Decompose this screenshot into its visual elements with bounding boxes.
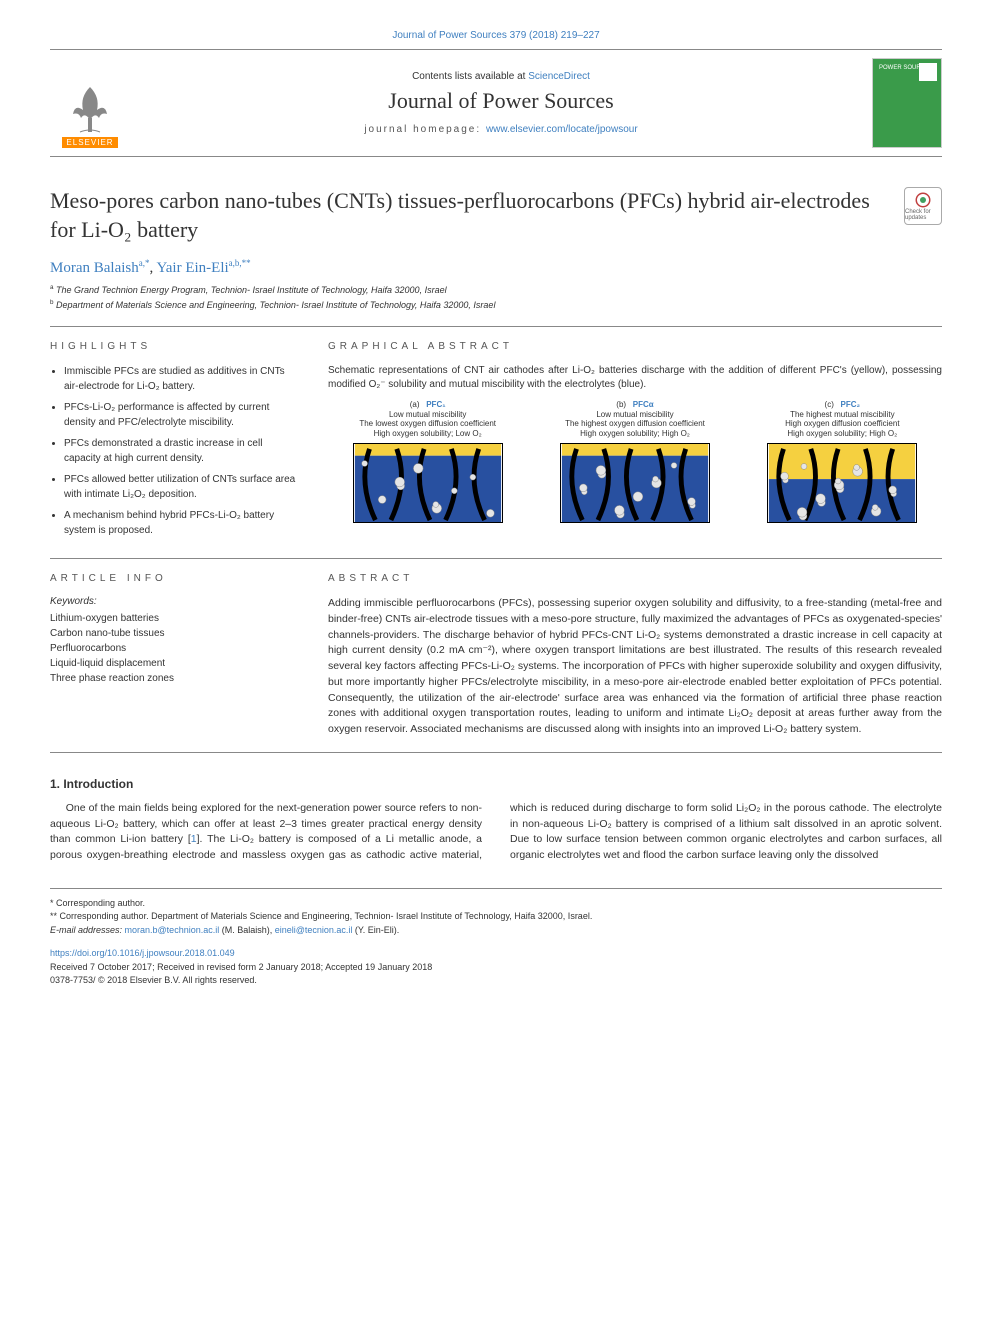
keyword-item: Three phase reaction zones (50, 671, 300, 686)
keyword-item: Perfluorocarbons (50, 641, 300, 656)
email-2-name: (Y. Ein-Eli). (352, 925, 399, 935)
highlight-item: PFCs demonstrated a drastic increase in … (64, 436, 300, 466)
updates-icon (914, 191, 932, 209)
journal-cover-thumb: POWER SOURCES (872, 58, 942, 148)
author-1-name: Moran Balaish (50, 260, 139, 276)
abstract-text: Adding immiscible perfluorocarbons (PFCs… (328, 596, 942, 738)
footer-meta: https://doi.org/10.1016/j.jpowsour.2018.… (50, 947, 942, 988)
ga-panel: (a) PFC₁Low mutual miscibilityThe lowest… (328, 400, 527, 522)
elsevier-tree-icon (65, 82, 115, 137)
email-2-link[interactable]: eineli@tecnion.ac.il (275, 925, 353, 935)
highlight-item: Immiscible PFCs are studied as additives… (64, 364, 300, 394)
article-info-block: ARTICLE INFO Keywords: Lithium-oxygen ba… (50, 573, 300, 738)
article-title: Meso-pores carbon nano-tubes (CNTs) tiss… (50, 187, 892, 244)
author-link-2[interactable]: Yair Ein-Eli (156, 260, 228, 276)
highlight-item: PFCs-Li-O₂ performance is affected by cu… (64, 400, 300, 430)
ga-caption: Schematic representations of CNT air cat… (328, 364, 942, 392)
homepage-link[interactable]: www.elsevier.com/locate/jpowsour (486, 124, 638, 135)
author-1-marks: a,* (139, 258, 150, 268)
updates-badge-label: Check for updates (905, 209, 941, 221)
graphical-abstract-block: GRAPHICAL ABSTRACT Schematic representat… (328, 341, 942, 544)
highlight-item: PFCs allowed better utilization of CNTs … (64, 472, 300, 502)
footnotes: * Corresponding author. ** Corresponding… (50, 888, 942, 938)
ga-panel-header: (a) PFC₁Low mutual miscibilityThe lowest… (359, 400, 496, 438)
email-1-name: (M. Balaish), (219, 925, 275, 935)
keyword-item: Lithium-oxygen batteries (50, 611, 300, 626)
homepage-line: journal homepage: www.elsevier.com/locat… (140, 124, 862, 135)
abstract-block: ABSTRACT Adding immiscible perfluorocarb… (328, 573, 942, 738)
highlights-heading: HIGHLIGHTS (50, 341, 300, 352)
ga-panel-diagram (353, 443, 503, 523)
keywords-list: Lithium-oxygen batteriesCarbon nano-tube… (50, 611, 300, 686)
contents-prefix: Contents lists available at (412, 71, 528, 82)
copyright-line: 0378-7753/ © 2018 Elsevier B.V. All righ… (50, 974, 942, 988)
ga-panel: (c) PFC₂The highest mutual miscibilityHi… (743, 400, 942, 522)
sciencedirect-link[interactable]: ScienceDirect (528, 71, 590, 82)
homepage-prefix: journal homepage: (364, 124, 486, 135)
ga-heading: GRAPHICAL ABSTRACT (328, 341, 942, 352)
author-2-marks: a,b,** (229, 258, 251, 268)
email-1-link[interactable]: moran.b@technion.ac.il (125, 925, 220, 935)
section-heading-intro: 1. Introduction (50, 777, 942, 791)
citation-link[interactable]: Journal of Power Sources 379 (2018) 219–… (392, 30, 599, 41)
elsevier-wordmark: ELSEVIER (62, 137, 117, 148)
check-updates-badge[interactable]: Check for updates (904, 187, 942, 225)
divider (50, 752, 942, 753)
keyword-item: Carbon nano-tube tissues (50, 626, 300, 641)
elsevier-logo: ELSEVIER (50, 58, 130, 148)
corr-2: ** Corresponding author. Department of M… (50, 910, 942, 924)
highlights-list: Immiscible PFCs are studied as additives… (50, 364, 300, 538)
authors-line: Moran Balaisha,*, Yair Ein-Elia,b,** (50, 258, 942, 277)
ga-panel: (b) PFCαLow mutual miscibilityThe highes… (535, 400, 734, 522)
intro-body: One of the main fields being explored fo… (50, 801, 942, 864)
affiliation-line: a The Grand Technion Energy Program, Tec… (50, 283, 942, 298)
corr-1: * Corresponding author. (50, 897, 942, 911)
keywords-label: Keywords: (50, 596, 300, 607)
citation-header: Journal of Power Sources 379 (2018) 219–… (50, 30, 942, 41)
journal-header: ELSEVIER Contents lists available at Sci… (50, 49, 942, 157)
contents-line: Contents lists available at ScienceDirec… (140, 71, 862, 82)
ga-panel-diagram (560, 443, 710, 523)
ga-panel-header: (b) PFCαLow mutual miscibilityThe highes… (565, 400, 705, 438)
author-2-name: Yair Ein-Eli (156, 260, 228, 276)
affiliations: a The Grand Technion Energy Program, Tec… (50, 283, 942, 312)
email-label: E-mail addresses: (50, 925, 125, 935)
article-info-heading: ARTICLE INFO (50, 573, 300, 584)
cover-title: POWER SOURCES (879, 65, 933, 71)
affiliation-line: b Department of Materials Science and En… (50, 298, 942, 313)
divider (50, 558, 942, 559)
ga-panel-header: (c) PFC₂The highest mutual miscibilityHi… (785, 400, 899, 438)
highlight-item: A mechanism behind hybrid PFCs-Li-O₂ bat… (64, 508, 300, 538)
doi-link[interactable]: https://doi.org/10.1016/j.jpowsour.2018.… (50, 948, 235, 958)
ga-panels-row: (a) PFC₁Low mutual miscibilityThe lowest… (328, 400, 942, 522)
journal-name: Journal of Power Sources (140, 88, 862, 114)
received-line: Received 7 October 2017; Received in rev… (50, 961, 942, 975)
ga-panel-diagram (767, 443, 917, 523)
keyword-item: Liquid-liquid displacement (50, 656, 300, 671)
emails-line: E-mail addresses: moran.b@technion.ac.il… (50, 924, 942, 938)
divider (50, 326, 942, 327)
abstract-heading: ABSTRACT (328, 573, 942, 584)
author-link-1[interactable]: Moran Balaish (50, 260, 139, 276)
highlights-block: HIGHLIGHTS Immiscible PFCs are studied a… (50, 341, 300, 544)
